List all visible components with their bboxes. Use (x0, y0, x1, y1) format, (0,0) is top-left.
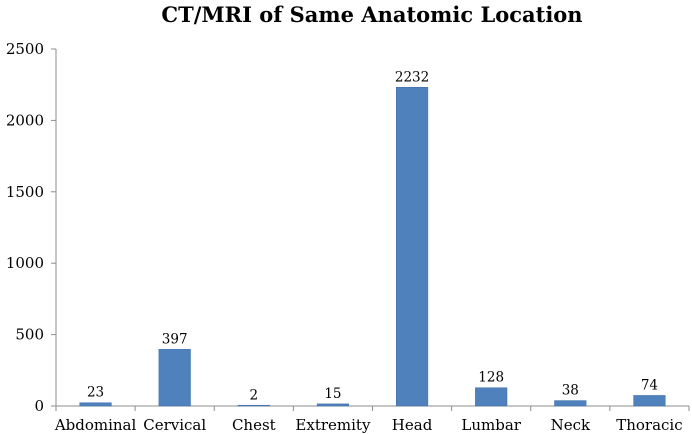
bar-extremity (316, 403, 350, 407)
bar-lumbar (475, 387, 508, 407)
data-label-chest: 2 (250, 388, 259, 404)
x-tick-label: Cervical (143, 416, 206, 434)
x-axis: Abdominal Cervical Chest Extremity Head Lumba… (54, 405, 690, 434)
bar-cervical (158, 349, 191, 407)
y-tick-label: 0 (34, 397, 44, 415)
y-tick-label: 1000 (6, 254, 44, 272)
bar-neck (554, 400, 587, 407)
x-tick-label: Thoracic (616, 416, 682, 434)
data-label-thoracic: 74 (641, 377, 658, 393)
bar-thoracic (633, 395, 666, 407)
data-label-cervical: 397 (162, 331, 188, 347)
y-tick-label: 2000 (6, 111, 44, 129)
data-label-abdominal: 23 (87, 385, 104, 401)
bars (79, 87, 666, 407)
chart-title: CT/MRI of Same Anatomic Location (161, 2, 582, 27)
x-tick-label: Head (392, 416, 433, 434)
y-axis: 0 500 1000 1500 2000 2500 (6, 40, 57, 415)
y-tick-label: 500 (15, 326, 44, 344)
data-label-extremity: 15 (324, 386, 341, 402)
x-tick-label: Neck (551, 416, 591, 434)
bar-chest (237, 404, 270, 407)
bar-head (395, 87, 429, 407)
data-label-head: 2232 (395, 69, 429, 85)
x-tick-label: Chest (232, 416, 276, 434)
x-tick-label: Lumbar (461, 416, 521, 434)
data-label-neck: 38 (562, 383, 579, 399)
bar-abdominal (79, 402, 112, 407)
y-tick-label: 1500 (6, 183, 44, 201)
y-tick-label: 2500 (6, 40, 44, 58)
data-labels: 23 397 2 15 2232 128 38 74 (87, 69, 658, 403)
data-label-lumbar: 128 (478, 370, 504, 386)
x-tick-label: Extremity (295, 416, 371, 434)
x-tick-label: Abdominal (54, 416, 137, 434)
